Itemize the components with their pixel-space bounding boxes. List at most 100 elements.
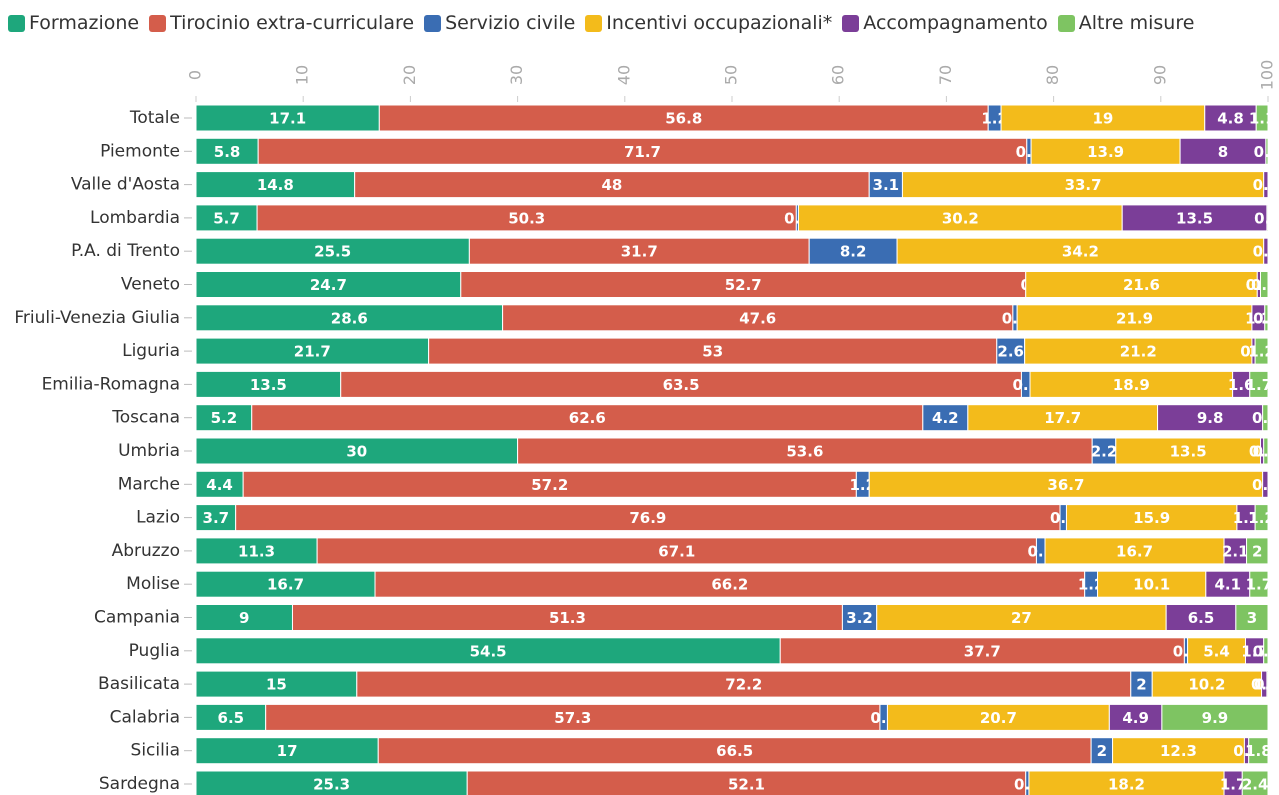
- data-label: 1.2: [1248, 343, 1275, 361]
- x-tick-label: 80: [1043, 65, 1062, 85]
- data-label: 13.9: [1087, 143, 1124, 161]
- data-label: 15: [266, 676, 287, 694]
- data-label: 57.2: [531, 476, 568, 494]
- bar-segment: [354, 171, 870, 199]
- bar-segment: [257, 137, 1028, 165]
- data-label: 0.3: [1253, 309, 1279, 327]
- data-label: 0.4: [1253, 243, 1279, 261]
- bar-segment: [195, 204, 258, 232]
- data-label: 15.9: [1133, 509, 1170, 527]
- legend-label: Accompagnamento: [863, 12, 1048, 34]
- data-label: 3: [1247, 609, 1257, 627]
- bar-segment: [1161, 703, 1269, 731]
- data-label: 16.7: [1116, 542, 1153, 560]
- legend-swatch: [149, 14, 167, 32]
- data-label: 53: [702, 343, 723, 361]
- bar-segment: [922, 404, 969, 432]
- data-label: 31.7: [621, 243, 658, 261]
- data-label: 0.2: [1254, 143, 1279, 161]
- bar-segment: [374, 570, 1086, 598]
- bar-segment: [1187, 637, 1246, 665]
- data-label: 33.7: [1065, 176, 1102, 194]
- data-label: 25.3: [313, 776, 350, 794]
- data-label: 13.5: [1170, 443, 1207, 461]
- x-tick-label: 70: [936, 65, 955, 85]
- data-label: 20.7: [980, 709, 1017, 727]
- data-label: 56.8: [665, 110, 702, 128]
- data-label: 0.3: [1249, 443, 1276, 461]
- x-tick-label: 40: [614, 65, 633, 85]
- category-label: Marche: [118, 474, 180, 494]
- category-label: Toscana: [111, 408, 180, 428]
- bar-segment: [195, 437, 519, 465]
- data-label: 1.8: [1245, 742, 1272, 760]
- x-tick-label: 20: [400, 65, 419, 85]
- bar-segment: [195, 770, 468, 795]
- data-label: 67.1: [658, 542, 695, 560]
- category-label: Valle d'Aosta: [71, 175, 180, 195]
- bar-segment: [779, 637, 1185, 665]
- data-label: 0.1: [1254, 676, 1279, 694]
- data-label: 8: [1218, 143, 1228, 161]
- bar-segment: [1204, 104, 1257, 132]
- data-label: 63.5: [663, 376, 700, 394]
- bar-segment: [967, 404, 1159, 432]
- legend: Formazione Tirocinio extra-curriculare Ser…: [8, 12, 1194, 34]
- data-label: 9.9: [1202, 709, 1229, 727]
- bar-segment: [195, 604, 293, 631]
- data-label: 53.6: [786, 443, 823, 461]
- bar-segment: [808, 237, 898, 265]
- bar-segment: [1016, 304, 1253, 332]
- bar-segment: [1263, 171, 1269, 199]
- bar-segment: [195, 470, 244, 498]
- data-label: 2: [1252, 542, 1262, 560]
- data-label: 1.7: [1241, 642, 1268, 660]
- bar-segment: [1108, 703, 1163, 731]
- bar-segment: [1115, 437, 1261, 465]
- x-tick-label: 10: [293, 65, 312, 85]
- category-label: P.A. di Trento: [71, 241, 180, 261]
- bar-segment: [1263, 237, 1269, 265]
- bar-segment: [896, 237, 1265, 265]
- bar-segment: [468, 237, 810, 265]
- bar-segment: [1263, 437, 1269, 465]
- data-label: 14.8: [257, 176, 294, 194]
- bar-segment: [1157, 404, 1264, 432]
- bar-segment: [291, 604, 843, 631]
- bar-segment: [1255, 104, 1269, 132]
- bar-segment: [1264, 304, 1269, 332]
- legend-item: Tirocinio extra-curriculare: [149, 12, 414, 34]
- bar-segment: [195, 570, 376, 598]
- category-label: Sardegna: [99, 774, 180, 794]
- bar-segment: [242, 470, 857, 498]
- bar-segment: [868, 470, 1264, 498]
- data-label: 52.1: [728, 776, 765, 794]
- data-label: 0.7: [1251, 276, 1278, 294]
- data-label: 6.5: [218, 709, 245, 727]
- data-label: 21.9: [1116, 309, 1153, 327]
- x-tick-label: 60: [829, 65, 848, 85]
- bar-segment: [1112, 737, 1245, 765]
- data-label: 21.2: [1120, 343, 1157, 361]
- bar-segment: [340, 370, 1022, 398]
- bar-segment: [265, 703, 881, 731]
- category-label: Lombardia: [90, 208, 180, 228]
- data-label: 18.9: [1113, 376, 1150, 394]
- data-label: 4.8: [1217, 110, 1244, 128]
- bar-segment: [356, 670, 1132, 698]
- bar-segment: [1262, 404, 1269, 432]
- bar-segment: [195, 370, 342, 398]
- bar-segment: [502, 304, 1014, 332]
- bar-segment: [1259, 271, 1269, 298]
- legend-swatch: [1057, 14, 1075, 32]
- bar-segment: [195, 271, 462, 298]
- data-label: 12.3: [1160, 742, 1197, 760]
- data-label: 8.2: [840, 243, 867, 261]
- bar-segment: [1254, 504, 1269, 532]
- data-label: 3.7: [203, 509, 230, 527]
- bar-segment: [195, 104, 380, 132]
- bar-segment: [195, 304, 504, 332]
- bar-segment: [1249, 370, 1269, 398]
